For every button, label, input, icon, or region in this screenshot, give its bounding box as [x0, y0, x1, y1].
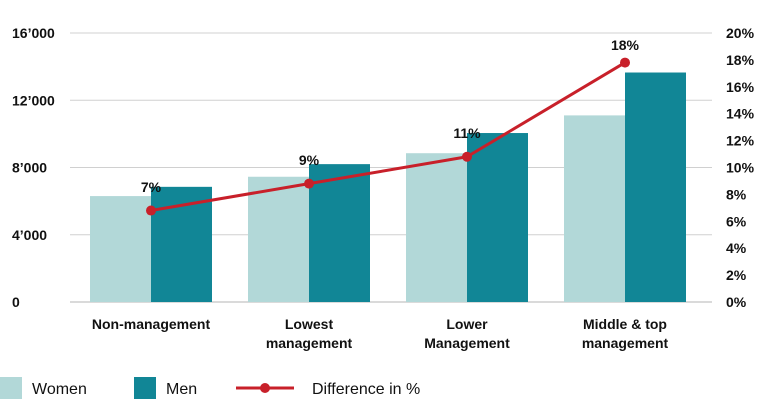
difference-data-label: 11% [453, 125, 481, 141]
bar-women [248, 176, 309, 302]
left-tick-label: 12’000 [12, 92, 55, 108]
right-tick-label: 4% [726, 240, 747, 256]
bar-women [406, 153, 467, 302]
category-label: Middle & top management [582, 316, 669, 351]
difference-point [462, 151, 472, 162]
difference-point [304, 178, 314, 189]
difference-point [146, 205, 156, 216]
bar-men [309, 164, 370, 302]
left-tick-label: 4’000 [12, 227, 47, 243]
right-tick-label: 12% [726, 133, 755, 149]
bar-men [625, 72, 686, 303]
difference-data-label: 9% [299, 152, 320, 168]
difference-line [150, 61, 626, 213]
right-tick-label: 14% [726, 106, 755, 122]
difference-point [620, 57, 630, 68]
bar-women [90, 196, 151, 302]
legend-label-men: Men [166, 381, 197, 398]
category-labels: Non-management Lowest management Lower Manag… [92, 316, 669, 351]
right-tick-label: 16% [726, 79, 755, 95]
category-label: Lower Management [424, 316, 510, 351]
right-tick-label: 20% [726, 25, 755, 41]
left-axis-tick-labels: 0 4’000 8’000 12’000 16’000 [12, 25, 55, 310]
legend-label-difference: Difference in % [312, 381, 420, 398]
bar-women [564, 115, 625, 302]
difference-line-series: 7% 9% 11% 18% [141, 37, 640, 216]
right-tick-label: 6% [726, 213, 747, 229]
bar-men [467, 133, 528, 302]
right-tick-label: 18% [726, 52, 755, 68]
right-axis-tick-labels: 0% 2% 4% 6% 8% 10% 12% 14% 16% 18% 20% [726, 25, 755, 310]
difference-data-label: 7% [141, 179, 162, 195]
legend: Women Men Difference in % [0, 377, 420, 399]
right-tick-label: 0% [726, 294, 747, 310]
legend-swatch-women [0, 377, 22, 399]
category-label: Non-management [92, 316, 211, 332]
right-tick-label: 2% [726, 267, 747, 283]
right-tick-label: 10% [726, 160, 755, 176]
left-tick-label: 8’000 [12, 160, 47, 176]
difference-data-label: 18% [611, 37, 640, 53]
left-tick-label: 0 [12, 294, 20, 310]
legend-marker-difference [260, 383, 270, 393]
legend-swatch-men [134, 377, 156, 399]
right-tick-label: 8% [726, 186, 747, 202]
legend-label-women: Women [32, 381, 87, 398]
left-tick-label: 16’000 [12, 25, 55, 41]
category-label: Lowest management [266, 316, 353, 351]
bars [90, 72, 686, 303]
